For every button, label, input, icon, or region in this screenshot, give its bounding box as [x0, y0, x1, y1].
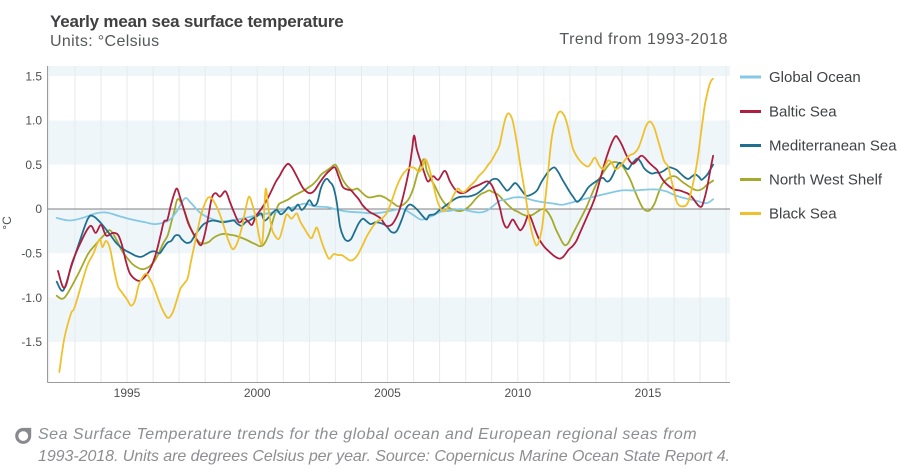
svg-text:Baltic Sea: Baltic Sea — [769, 104, 837, 121]
svg-text:-0.5: -0.5 — [21, 247, 42, 261]
svg-text:2000: 2000 — [244, 386, 271, 400]
svg-text:Black Sea: Black Sea — [769, 206, 837, 223]
svg-text:2010: 2010 — [504, 386, 531, 400]
svg-text:1.5: 1.5 — [25, 69, 42, 83]
svg-text:North West Shelf: North West Shelf — [769, 172, 883, 189]
svg-text:Global Ocean: Global Ocean — [769, 69, 861, 86]
svg-text:2015: 2015 — [635, 386, 662, 400]
svg-text:1995: 1995 — [114, 386, 141, 400]
svg-text:-1.0: -1.0 — [21, 291, 42, 305]
svg-text:0: 0 — [35, 202, 42, 216]
svg-text:0.5: 0.5 — [25, 158, 42, 172]
svg-text:-1.5: -1.5 — [21, 335, 42, 349]
svg-text:1.0: 1.0 — [25, 114, 42, 128]
svg-text:°C: °C — [0, 216, 14, 230]
svg-text:Mediterranean Sea: Mediterranean Sea — [769, 138, 897, 155]
svg-text:2005: 2005 — [374, 386, 401, 400]
